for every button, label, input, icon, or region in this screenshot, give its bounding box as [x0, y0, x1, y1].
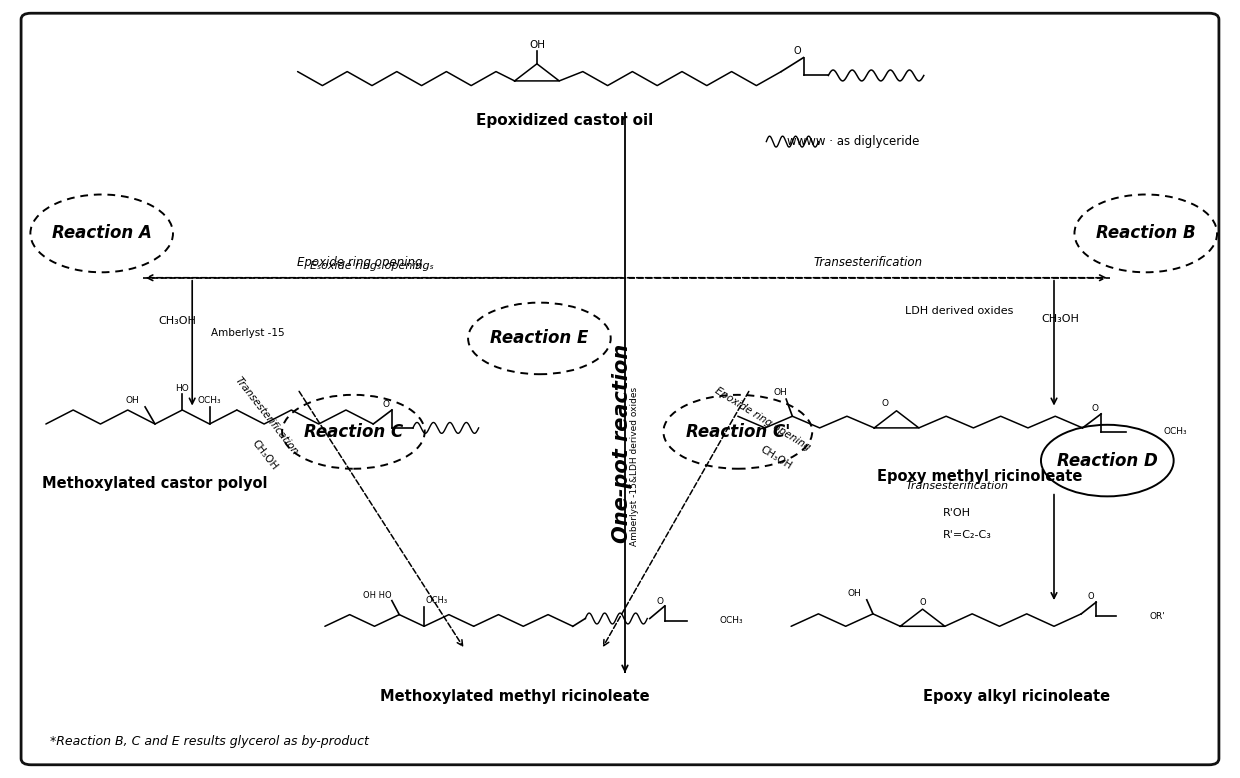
- Text: Eₛoxide ringₛ openingₛ: Eₛoxide ringₛ openingₛ: [310, 261, 434, 271]
- Text: Transesterification: Transesterification: [905, 482, 1008, 491]
- Text: Reaction C': Reaction C': [686, 422, 790, 441]
- Text: Epoxide ring opening: Epoxide ring opening: [296, 257, 423, 269]
- Text: Methoxylated castor polyol: Methoxylated castor polyol: [42, 476, 268, 492]
- Text: CH₃OH: CH₃OH: [1042, 314, 1080, 324]
- Text: Amberlyst -15&LDH derived oxides: Amberlyst -15&LDH derived oxides: [630, 387, 640, 546]
- Text: CH₃OH: CH₃OH: [157, 316, 196, 325]
- Text: Epoxidized castor oil: Epoxidized castor oil: [476, 113, 652, 128]
- Text: Reaction D: Reaction D: [1056, 451, 1158, 470]
- Text: wwww · as diglyceride: wwww · as diglyceride: [787, 135, 920, 148]
- Text: CH₃OH: CH₃OH: [249, 438, 279, 472]
- Text: Epoxy alkyl ricinoleate: Epoxy alkyl ricinoleate: [924, 689, 1110, 704]
- Text: OCH₃: OCH₃: [425, 596, 448, 605]
- Text: One-pot reaction: One-pot reaction: [613, 344, 632, 543]
- Text: Epoxy methyl ricinoleate: Epoxy methyl ricinoleate: [877, 468, 1083, 484]
- Text: CH₃OH: CH₃OH: [759, 444, 794, 471]
- Text: OH: OH: [847, 589, 862, 598]
- Text: Transesterification: Transesterification: [813, 257, 923, 269]
- Text: OH HO: OH HO: [362, 591, 392, 600]
- Text: O: O: [656, 597, 663, 606]
- Text: O: O: [1087, 592, 1095, 601]
- Text: O: O: [1091, 404, 1099, 413]
- Text: OCH₃: OCH₃: [719, 616, 743, 626]
- Text: LDH derived oxides: LDH derived oxides: [905, 307, 1013, 316]
- Text: Reaction A: Reaction A: [52, 224, 151, 243]
- Text: Amberlyst -15: Amberlyst -15: [211, 328, 284, 338]
- Text: O: O: [382, 400, 389, 409]
- Text: Methoxylated methyl ricinoleate: Methoxylated methyl ricinoleate: [379, 689, 650, 704]
- Text: Reaction C: Reaction C: [304, 422, 403, 441]
- Text: Epoxide ring opening: Epoxide ring opening: [713, 385, 812, 452]
- Text: Reaction B: Reaction B: [1096, 224, 1195, 243]
- Text: HO: HO: [175, 384, 190, 393]
- Text: Reaction E: Reaction E: [490, 329, 589, 348]
- Text: OH: OH: [529, 40, 544, 50]
- Text: O: O: [794, 47, 801, 56]
- Text: OCH₃: OCH₃: [1163, 427, 1187, 436]
- Text: Transesterification: Transesterification: [233, 375, 300, 457]
- Text: OR': OR': [1149, 612, 1166, 621]
- Text: R'=C₂-C₃: R'=C₂-C₃: [942, 531, 991, 540]
- Text: OH: OH: [773, 388, 787, 398]
- Text: O: O: [919, 598, 926, 607]
- Text: OH: OH: [125, 396, 140, 405]
- Text: O: O: [882, 399, 889, 408]
- Text: OCH₃: OCH₃: [197, 396, 222, 405]
- FancyBboxPatch shape: [21, 13, 1219, 765]
- Text: R'OH: R'OH: [942, 509, 971, 518]
- Text: *Reaction B, C and E results glycerol as by-product: *Reaction B, C and E results glycerol as…: [50, 735, 368, 748]
